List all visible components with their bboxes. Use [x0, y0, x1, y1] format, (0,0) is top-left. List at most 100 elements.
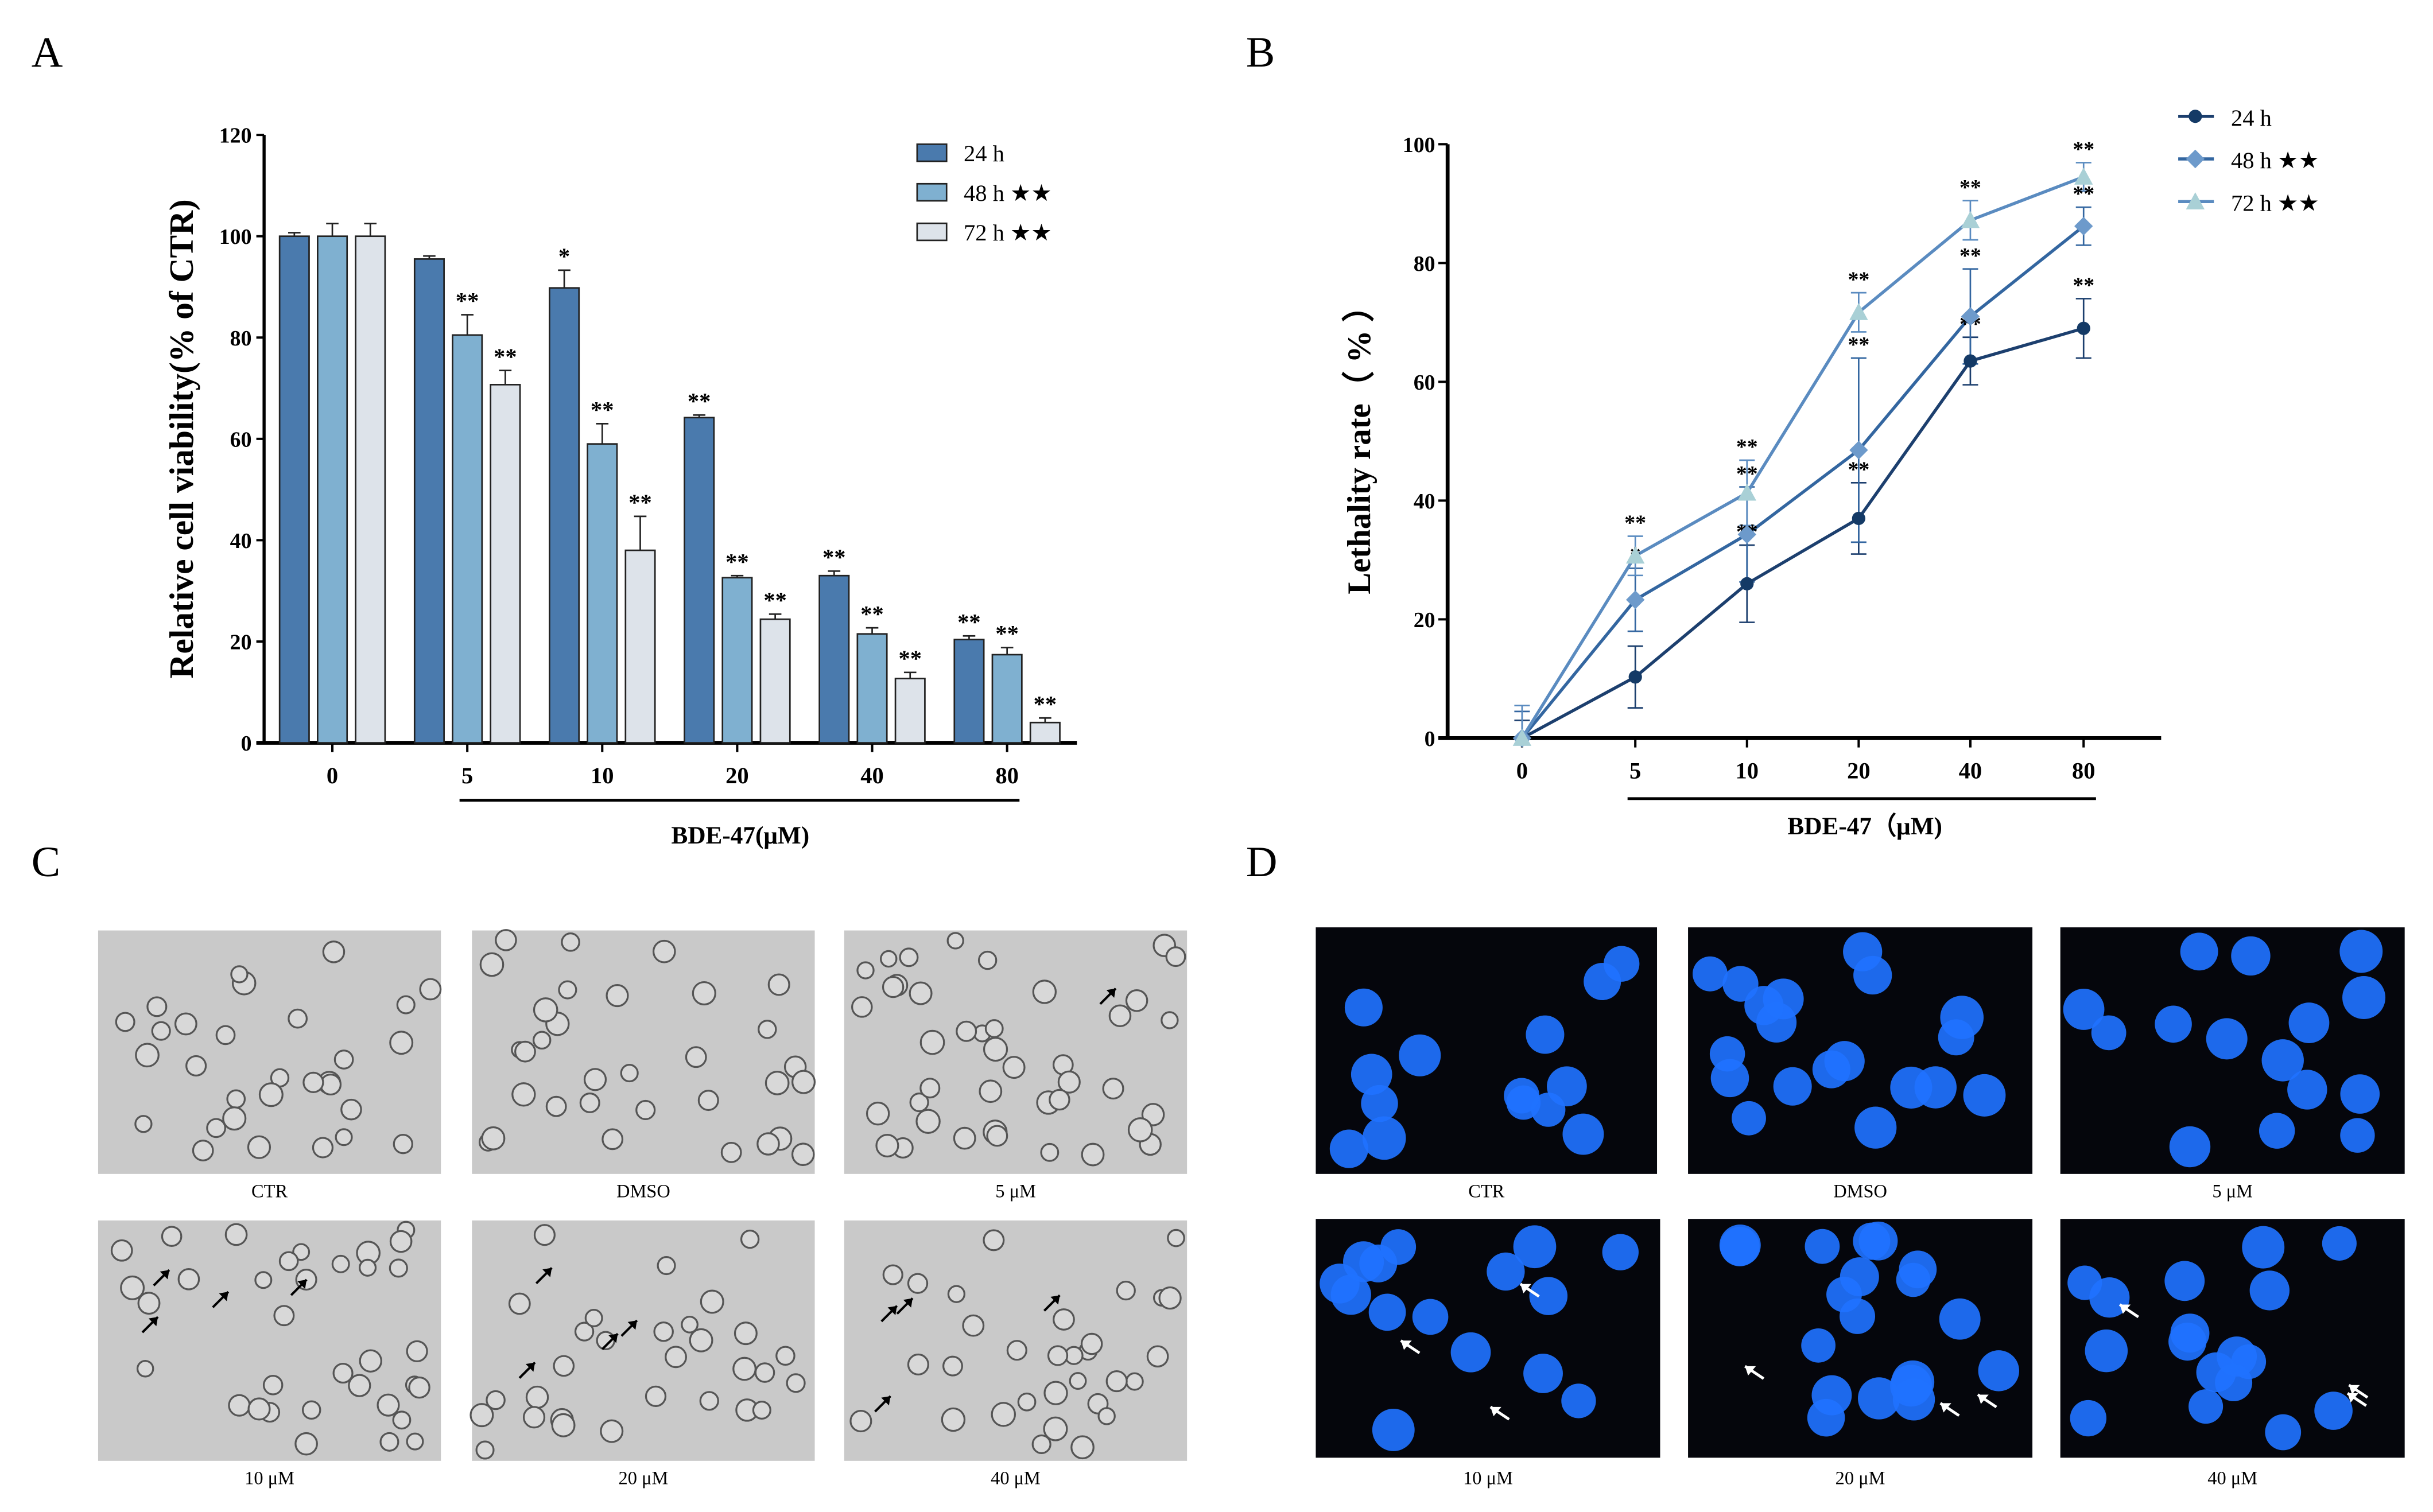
x-tick-label: 40 — [1959, 758, 1982, 784]
data-point-24h-80 — [2077, 321, 2090, 335]
data-point-72h-10 — [1737, 483, 1756, 501]
nucleus — [1854, 1106, 1897, 1149]
cell — [532, 1031, 552, 1050]
legend-swatch — [916, 222, 948, 242]
x-tick-label: 0 — [1516, 758, 1528, 784]
cell — [115, 1012, 135, 1032]
panel-label-a: A — [32, 29, 63, 76]
x-tick-label: 10 — [591, 763, 614, 788]
nucleus — [1840, 1298, 1876, 1334]
cell — [1108, 1004, 1132, 1027]
cell — [333, 1050, 354, 1070]
cell — [866, 1101, 890, 1126]
fluorescence-micrograph-2 — [2060, 927, 2405, 1174]
cell — [120, 1275, 145, 1300]
cell — [1165, 946, 1186, 967]
cell — [174, 1012, 197, 1036]
micrograph-label: CTR — [1468, 1181, 1504, 1202]
cell — [584, 1309, 603, 1327]
significance-mark: ** — [995, 621, 1019, 647]
nucleus — [1523, 1354, 1563, 1393]
significance-mark: ** — [1848, 267, 1869, 291]
y-tick-label: 100 — [219, 225, 252, 249]
cell — [765, 1070, 790, 1095]
cell — [348, 1374, 371, 1397]
brightfield-micrograph-0 — [98, 930, 442, 1174]
significance-mark: ** — [591, 397, 614, 423]
cell — [393, 1134, 413, 1155]
nucleus — [2314, 1391, 2353, 1430]
cell — [226, 1089, 246, 1109]
significance-mark: ** — [1736, 462, 1758, 486]
cell — [135, 1043, 160, 1068]
nucleus — [1504, 1078, 1540, 1114]
cell — [786, 1373, 806, 1393]
cell — [262, 1375, 284, 1396]
cell — [856, 961, 875, 980]
micrograph-label: 10 μM — [245, 1468, 294, 1488]
cell — [553, 1355, 575, 1377]
micrograph-label: DMSO — [1833, 1181, 1887, 1202]
arrowhead-icon — [608, 1334, 618, 1343]
nucleus — [1807, 1398, 1845, 1437]
cell — [652, 939, 676, 963]
nucleus — [2164, 1261, 2205, 1301]
bar-72h-40 — [894, 678, 926, 744]
significance-mark: ** — [628, 489, 652, 515]
y-tick-label: 40 — [1414, 489, 1435, 514]
cell — [301, 1400, 321, 1420]
nucleus — [1840, 1257, 1879, 1297]
cell — [909, 1092, 929, 1113]
bar-24h-80 — [953, 639, 985, 744]
cell — [151, 1021, 171, 1041]
legend-label: 24 h — [964, 141, 1004, 166]
cell — [697, 1090, 719, 1111]
cell — [1097, 1407, 1116, 1425]
fluorescence-micrograph-5 — [2060, 1219, 2405, 1458]
cell — [1125, 989, 1148, 1012]
cell — [486, 1390, 506, 1410]
nucleus — [1914, 1066, 1957, 1109]
cell — [880, 950, 898, 968]
cell — [919, 1078, 941, 1099]
cell — [288, 1008, 308, 1029]
bar-72h-80 — [1029, 721, 1061, 744]
arrowhead-icon — [1400, 1340, 1412, 1350]
cell — [754, 1362, 775, 1383]
bar-48h-40 — [856, 633, 888, 744]
cell — [602, 1128, 624, 1150]
cell — [653, 1321, 674, 1342]
cell — [312, 1137, 334, 1159]
cell — [732, 1356, 756, 1381]
nucleus — [1399, 1034, 1441, 1076]
cell — [1057, 1070, 1081, 1094]
cell — [689, 1328, 713, 1352]
significance-mark: ** — [2073, 138, 2094, 162]
arrowhead-icon — [2120, 1304, 2131, 1314]
nucleus — [2180, 932, 2218, 971]
cell — [224, 1223, 248, 1246]
micrograph-label: CTR — [251, 1181, 288, 1202]
bar-48h-0 — [317, 235, 348, 744]
data-point-48h-5 — [1625, 590, 1645, 609]
data-point-72h-80 — [2074, 168, 2093, 185]
arrowhead-icon — [148, 1316, 158, 1327]
cell — [558, 980, 577, 1000]
cell — [247, 1135, 271, 1159]
cell — [215, 1025, 236, 1045]
nucleus — [1843, 932, 1883, 971]
nucleus — [2155, 1005, 2192, 1043]
nucleus — [1412, 1299, 1449, 1335]
cell — [294, 1432, 318, 1456]
nucleus — [2188, 1389, 2224, 1424]
nucleus — [1744, 986, 1784, 1025]
legend-marker — [2186, 192, 2205, 209]
cell — [740, 1229, 760, 1249]
nucleus — [1602, 1234, 1639, 1270]
nucleus — [1562, 1113, 1604, 1155]
x-axis-label: BDE-47（μM) — [1787, 813, 1942, 840]
cell — [302, 1071, 324, 1093]
cell — [752, 1400, 771, 1420]
bar-72h-5 — [490, 384, 521, 744]
series-line-24h — [1521, 327, 2084, 740]
